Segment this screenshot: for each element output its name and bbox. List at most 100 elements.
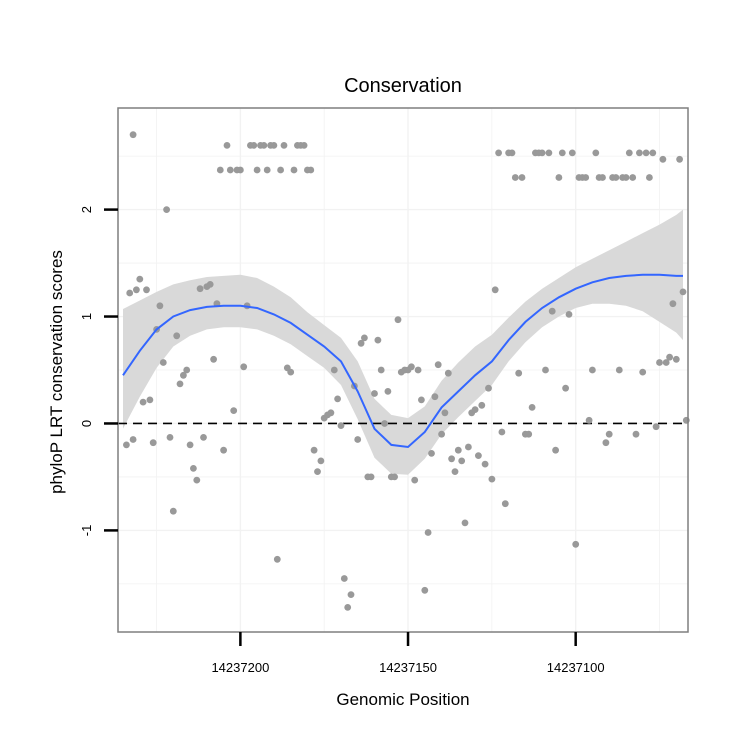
- data-point: [441, 409, 449, 417]
- data-point: [475, 452, 482, 459]
- data-point: [183, 366, 191, 374]
- data-point: [669, 300, 677, 308]
- data-point: [334, 395, 341, 403]
- data-point: [562, 384, 569, 392]
- data-point: [672, 355, 680, 363]
- data-point: [384, 388, 392, 395]
- data-point: [515, 369, 523, 377]
- data-point: [190, 465, 197, 472]
- data-point: [156, 302, 164, 310]
- data-point: [277, 166, 284, 174]
- data-point: [552, 446, 559, 454]
- data-point: [216, 166, 224, 174]
- data-point: [263, 166, 271, 174]
- data-point: [317, 457, 325, 465]
- data-point: [652, 423, 660, 431]
- data-point: [226, 166, 234, 174]
- smooth-fit-line: [122, 273, 683, 449]
- data-point: [589, 366, 596, 374]
- data-point: [434, 361, 442, 369]
- data-point: [149, 439, 157, 447]
- data-point: [418, 396, 425, 404]
- data-point: [461, 519, 469, 527]
- data-point: [636, 149, 643, 157]
- data-point: [424, 529, 432, 536]
- data-point: [465, 443, 472, 451]
- data-point: [538, 149, 546, 157]
- x-tick-label: 14237100: [547, 660, 605, 675]
- data-point: [639, 368, 647, 376]
- x-tick-label: 14237200: [211, 660, 269, 675]
- data-point: [491, 286, 499, 294]
- data-point: [679, 288, 687, 296]
- data-point: [133, 286, 140, 294]
- data-point: [240, 363, 248, 371]
- data-point: [599, 174, 606, 181]
- data-point: [193, 476, 201, 484]
- data-point: [381, 420, 388, 427]
- data-point: [414, 366, 422, 374]
- data-point: [280, 142, 288, 149]
- data-point: [481, 460, 489, 468]
- data-point: [391, 473, 398, 481]
- data-point: [501, 500, 509, 508]
- data-point: [223, 142, 231, 149]
- data-point: [582, 174, 590, 181]
- chart-title: Conservation: [344, 75, 462, 97]
- data-point: [307, 166, 315, 174]
- data-point: [495, 149, 502, 157]
- panel-border: [117, 107, 689, 633]
- data-point: [253, 166, 261, 174]
- data-point: [123, 441, 130, 449]
- data-point: [180, 371, 187, 379]
- data-point: [615, 366, 623, 374]
- data-point: [300, 142, 308, 149]
- data-point: [166, 434, 174, 441]
- data-point: [330, 366, 338, 374]
- data-point: [568, 149, 576, 157]
- data-point: [176, 380, 184, 388]
- data-point: [666, 353, 673, 361]
- data-point: [337, 422, 345, 429]
- data-point: [605, 430, 613, 438]
- x-axis-title: Genomic Position: [336, 690, 469, 709]
- data-point: [558, 149, 566, 157]
- data-point: [146, 396, 154, 404]
- data-point: [139, 398, 147, 406]
- data-point: [525, 430, 533, 438]
- data-point: [173, 332, 181, 340]
- data-point: [411, 476, 419, 484]
- data-point: [421, 586, 429, 594]
- data-point: [656, 359, 663, 366]
- data-point: [555, 174, 563, 181]
- y-tick-label: 0: [79, 420, 94, 427]
- data-point: [488, 475, 496, 483]
- data-point: [508, 149, 516, 157]
- data-point: [444, 369, 452, 377]
- x-tick-label: 14237150: [379, 660, 437, 675]
- data-point: [676, 155, 683, 163]
- points-layer: [123, 131, 690, 611]
- data-point: [622, 174, 630, 181]
- data-point: [431, 393, 439, 401]
- data-point: [126, 289, 134, 297]
- data-point: [448, 455, 455, 463]
- data-point: [367, 473, 375, 481]
- data-point: [129, 436, 137, 443]
- data-point: [136, 275, 144, 283]
- data-point: [371, 390, 378, 397]
- data-point: [602, 439, 610, 447]
- confidence-band: [123, 209, 683, 475]
- data-point: [408, 363, 415, 371]
- data-point: [585, 416, 593, 424]
- data-point: [220, 446, 228, 454]
- data-point: [377, 366, 385, 374]
- y-tick-label: 2: [79, 206, 94, 213]
- y-tick-label: -1: [79, 525, 94, 537]
- data-point: [200, 434, 207, 441]
- data-point: [314, 468, 321, 475]
- ticks-layer: -1 0 1 2 14237200 14237150 14237100: [79, 206, 605, 675]
- data-point: [625, 149, 633, 157]
